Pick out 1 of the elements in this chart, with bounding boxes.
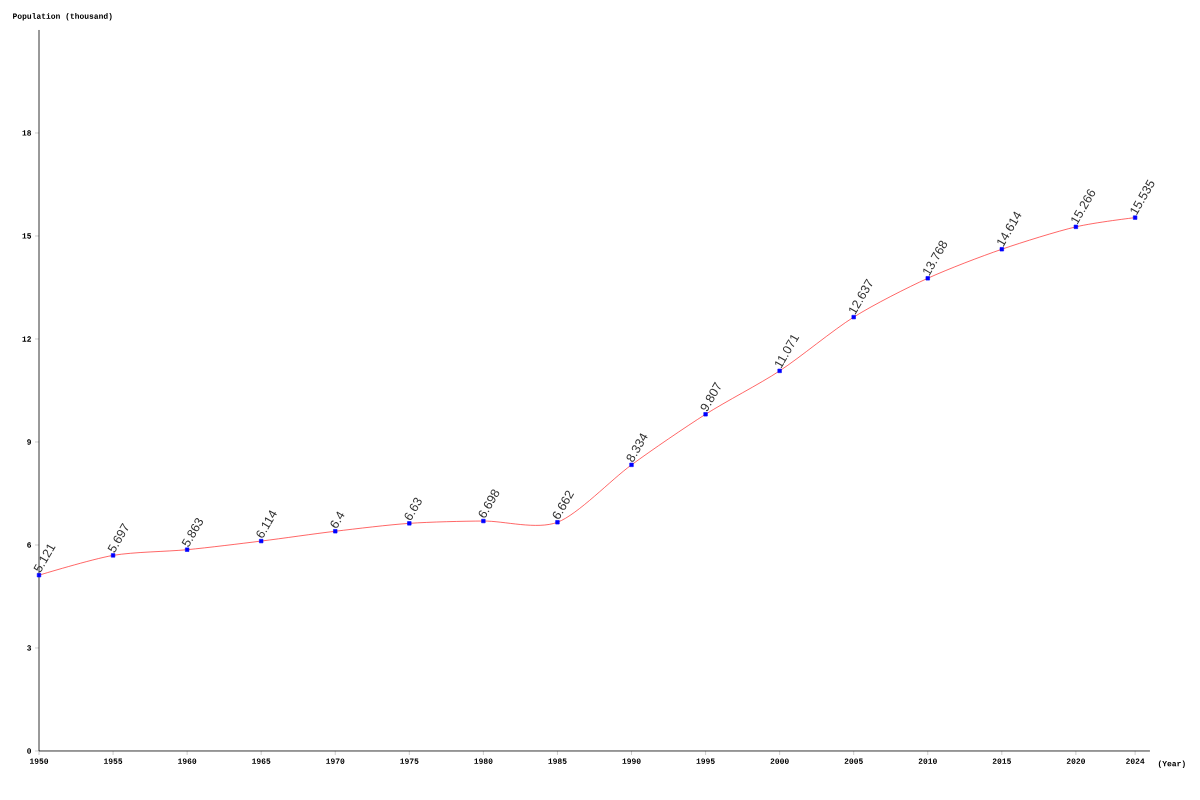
data-label: 6.4 (330, 511, 345, 528)
